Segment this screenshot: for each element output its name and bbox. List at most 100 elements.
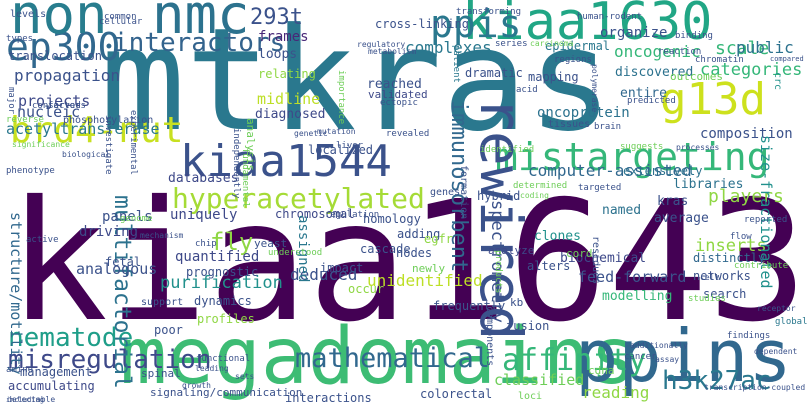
word-contribute: contribute	[734, 261, 789, 271]
word-relating: relating	[258, 67, 316, 81]
word-acetyltransferase: acetyltransferase	[6, 120, 160, 138]
word-coding: coding	[520, 191, 549, 200]
word-tissues: tissues	[548, 119, 591, 130]
word-brain: brain	[594, 122, 622, 132]
word-dramatic: dramatic	[465, 66, 523, 80]
word-scale: scale	[715, 38, 770, 59]
word-prognostic: prognostic	[186, 265, 259, 279]
word-mtkras: mtkras	[100, 0, 613, 163]
word-signaling-communication: signaling/communication	[150, 386, 303, 399]
word-analyze: analyze	[488, 244, 535, 257]
word-projects: projects	[18, 92, 91, 110]
word-reading: reading	[582, 383, 650, 402]
word-major: major	[6, 87, 16, 115]
word-cascade: cascade	[360, 242, 411, 256]
word-fly: fly	[210, 228, 254, 256]
word-frequently: frequently	[433, 299, 506, 313]
word-identified: identified	[480, 145, 535, 155]
word-players: players	[708, 186, 784, 207]
word-affinity: affinity	[502, 343, 647, 378]
word-detectable: detectable	[7, 395, 56, 404]
word-epidermal: epidermal	[545, 39, 611, 53]
word-genetic: genetic	[294, 129, 328, 138]
word-targeted: targeted	[578, 183, 622, 193]
word-global: global	[775, 317, 808, 327]
word-liver: liver	[336, 141, 364, 151]
word-conserved: conserved	[32, 101, 81, 111]
word-accumulating: accumulating	[8, 379, 95, 393]
word-propagation: propagation	[14, 66, 120, 85]
word-distinctly: distinctly	[693, 251, 766, 265]
word-understood: understood	[268, 248, 323, 258]
word-cdna: cdna	[588, 364, 615, 377]
word-interactors: interactors	[113, 28, 286, 58]
word-fusion: fusion	[506, 319, 550, 333]
word-analogous: analogous	[76, 260, 158, 278]
word-importance: importance	[336, 70, 346, 125]
word-purification: purification	[160, 273, 283, 293]
word-non: non	[10, 0, 108, 46]
word-receptor: receptor	[757, 304, 796, 313]
word-ectopic: ectopic	[380, 98, 418, 108]
word-formation: formation	[458, 165, 469, 220]
word-mechanism: mechanism	[140, 231, 184, 240]
word-kiaa1544: kiaa1544	[180, 136, 392, 187]
word-cell: cell	[700, 273, 720, 282]
word-translocation: translocation	[8, 49, 102, 63]
word-megadomains: megadomains	[120, 312, 637, 402]
word-networks: networks	[693, 269, 751, 283]
word-oncoprotein: oncoprotein	[537, 105, 630, 121]
word-crc: crc	[772, 72, 783, 91]
word-loci: loci	[518, 391, 543, 402]
word-diagnosed: diagnosed	[255, 107, 326, 122]
word-modelling: modelling	[602, 289, 673, 304]
word-cord: cord	[566, 247, 593, 260]
word-kiaa1630: kiaa1630	[462, 0, 713, 52]
word-leading: leading	[195, 364, 229, 373]
word-impact: impact	[320, 261, 364, 275]
word-transcription-coupled: transcription-coupled	[704, 383, 806, 392]
word-active: active	[26, 235, 59, 245]
word-dependent: dependent	[754, 347, 798, 356]
word-classified: classified	[494, 371, 585, 389]
word-phenotype: phenotype	[6, 166, 55, 176]
word-compared: compared	[770, 55, 804, 63]
word-uniquely: uniquely	[170, 207, 238, 223]
word-composition: composition	[700, 126, 793, 142]
word-biochemical: biochemical	[560, 251, 647, 266]
word-management: management	[20, 365, 93, 379]
word-residues: residues	[590, 236, 601, 285]
word-newly: newly	[412, 262, 446, 275]
word-h3k27ac: h3k27ac	[662, 366, 772, 396]
word-common: common	[104, 12, 137, 22]
word-regulation: regulation	[325, 210, 380, 220]
word-nodes: nodes	[396, 246, 433, 260]
word-adding: adding	[397, 227, 441, 241]
word-products: products	[493, 250, 503, 294]
word-fetal: fetal	[105, 255, 142, 269]
word-homology: homology	[363, 212, 421, 226]
word-studies: studies	[688, 294, 726, 304]
word-growth: growth	[182, 381, 211, 390]
word-search: search	[703, 287, 747, 301]
word-unidentified: unidentified	[367, 271, 483, 290]
word-structure-motility: structure/motility	[7, 212, 25, 375]
word-oncogenic: oncogenic	[614, 42, 701, 61]
word-yeast: yeast	[254, 237, 288, 250]
word-mistargeting: mistargeting	[495, 135, 770, 179]
word-mathematical: mathematical	[295, 343, 491, 374]
word-kiaa1643: kiaa1643	[8, 166, 808, 359]
word-genome: genome	[120, 214, 153, 224]
word-ppins: ppins	[575, 314, 792, 398]
word-cancer: cancer	[624, 352, 657, 362]
word-categories: categories	[700, 60, 803, 80]
word-kras: kras	[657, 194, 689, 209]
word-quantified: quantified	[175, 249, 260, 265]
word-binding: binding	[675, 31, 713, 41]
word-databases: databases	[168, 171, 239, 186]
word-including: including	[6, 396, 44, 404]
word-colorectal: colorectal	[420, 387, 493, 401]
word-human-rodent: human-rodent	[577, 12, 643, 22]
word-suggests: suggests	[620, 142, 664, 152]
word-biological: biological	[62, 150, 111, 159]
